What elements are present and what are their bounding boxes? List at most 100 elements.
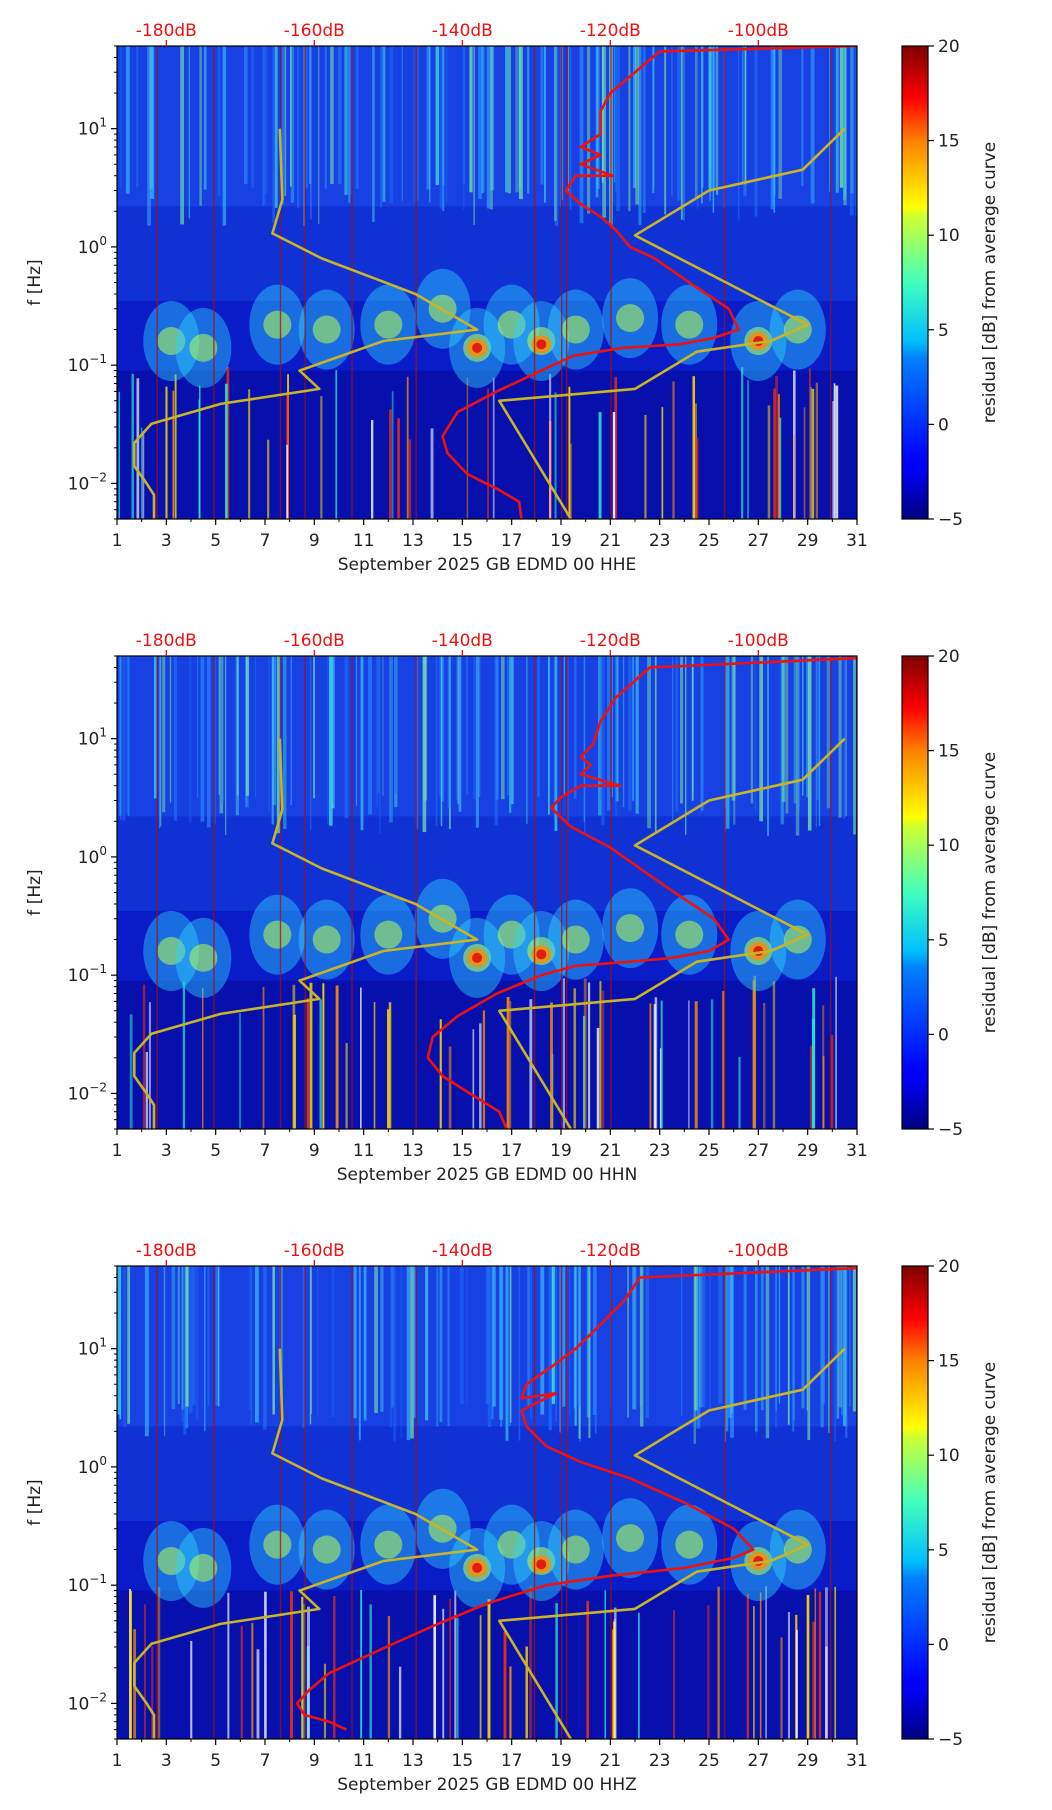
x-tick-label: 17 [501,1141,523,1161]
x-tick-label: 21 [600,531,622,551]
x-tick-label: 15 [452,1751,474,1771]
y-tick-label: 10−1 [68,352,107,376]
colorbar [901,655,929,1130]
x-tick-label: 17 [501,531,523,551]
colorbar-tick-label: 10 [938,226,960,246]
y-axis-label: f [Hz] [25,869,45,915]
x-tick-label: 1 [112,1751,123,1771]
series-line-low-noise-model [133,128,479,519]
colorbar-tick-label: 10 [938,836,960,856]
x-tick-label: 9 [309,531,320,551]
series-line-high-noise-model [497,1347,846,1739]
x-tick-label: 13 [402,1751,424,1771]
colorbar-tick-label: 15 [938,132,960,152]
colorbar-tick-label: 20 [938,1257,960,1277]
y-tick-label: 10−1 [68,962,107,986]
y-tick-label: 10−1 [68,1572,107,1596]
x-tick-label: 31 [846,1141,868,1161]
x-tick-label: 19 [550,1141,572,1161]
y-tick-label: 101 [78,726,107,750]
colorbar-tick-label: 20 [938,37,960,57]
x-axis-label: September 2025 GB EDMD 00 HHZ [337,1775,637,1795]
x-tick-label: 7 [260,1751,271,1771]
colorbar-tick-label: 5 [938,931,949,951]
top-db-tick-label: -100dB [728,631,789,651]
top-db-tick-label: -120dB [580,21,641,41]
colorbar-label: residual [dB] from average curve [980,142,1000,423]
colorbar-tick-label: 15 [938,1352,960,1372]
y-tick-label: 10−2 [68,1690,107,1714]
x-tick-label: 21 [600,1751,622,1771]
y-axis-label: f [Hz] [25,259,45,305]
x-tick-label: 27 [748,1751,770,1771]
x-tick-label: 1 [112,531,123,551]
y-axis-label: f [Hz] [25,1479,45,1525]
colorbar-tick-label: 0 [938,415,949,435]
x-tick-label: 23 [649,1141,671,1161]
x-tick-label: 5 [210,1141,221,1161]
colorbar-label: residual [dB] from average curve [980,752,1000,1033]
x-tick-label: 9 [309,1141,320,1161]
colorbar-tick-label: 0 [938,1635,949,1655]
x-tick-label: 27 [748,531,770,551]
x-tick-label: 11 [353,1751,375,1771]
colorbar [901,45,929,520]
x-tick-label: 23 [649,531,671,551]
top-db-tick-label: -160dB [284,631,345,651]
x-tick-label: 9 [309,1751,320,1771]
x-tick-label: 15 [452,531,474,551]
x-tick-label: 3 [161,1751,172,1771]
x-tick-label: 25 [698,531,720,551]
y-tick-label: 100 [78,844,107,868]
series-line-low-noise-model [133,738,479,1129]
x-tick-label: 7 [260,1141,271,1161]
x-tick-label: 11 [353,1141,375,1161]
top-db-tick-label: -140dB [432,21,493,41]
x-tick-label: 25 [698,1141,720,1161]
colorbar-tick-label: 5 [938,1541,949,1561]
x-tick-label: 7 [260,531,271,551]
top-db-tick-label: -100dB [728,1241,789,1261]
x-tick-label: 19 [550,1751,572,1771]
colorbar-tick-label: 15 [938,742,960,762]
x-tick-label: 15 [452,1141,474,1161]
series-line-high-noise-model [497,127,846,519]
x-tick-label: 13 [402,531,424,551]
y-tick-label: 10−2 [68,470,107,494]
series-line-high-noise-model [497,737,846,1129]
x-tick-label: 27 [748,1141,770,1161]
x-tick-label: 5 [210,531,221,551]
x-tick-label: 3 [161,531,172,551]
x-tick-label: 5 [210,1751,221,1771]
top-db-tick-label: -180dB [136,21,197,41]
x-tick-label: 25 [698,1751,720,1771]
heatmap-area [117,46,857,519]
top-db-tick-label: -120dB [580,631,641,651]
top-db-tick-label: -180dB [136,631,197,651]
colorbar-tick-label: 5 [938,321,949,341]
x-axis-label: September 2025 GB EDMD 00 HHE [338,555,637,575]
colorbar-tick-label: 0 [938,1025,949,1045]
series-line-average-psd-curve [295,1266,857,1731]
series-line-average-psd-curve [441,46,857,519]
heatmap-area [117,656,857,1129]
y-tick-label: 101 [78,1336,107,1360]
x-axis-label: September 2025 GB EDMD 00 HHN [337,1165,638,1185]
x-tick-label: 19 [550,531,572,551]
y-tick-label: 101 [78,116,107,140]
colorbar-tick-label: −5 [938,1120,963,1140]
colorbar-tick-label: −5 [938,510,963,530]
colorbar [901,1265,929,1740]
top-db-tick-label: -160dB [284,21,345,41]
x-tick-label: 31 [846,1751,868,1771]
colorbar-tick-label: 10 [938,1446,960,1466]
x-tick-label: 31 [846,531,868,551]
x-tick-label: 23 [649,1751,671,1771]
y-tick-label: 10−2 [68,1080,107,1104]
y-tick-label: 100 [78,234,107,258]
y-tick-label: 100 [78,1454,107,1478]
